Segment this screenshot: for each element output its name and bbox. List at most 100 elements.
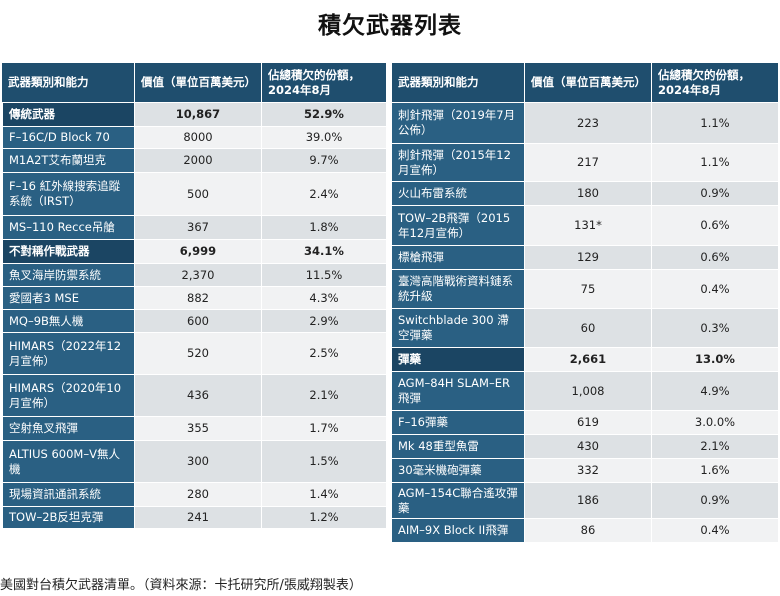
value-cell: 75 — [525, 269, 652, 308]
weapon-name-cell: AGM–154C聯合遙攻彈藥 — [392, 482, 525, 518]
backlog-table-left: 武器類別和能力 價值（單位百萬美元） 佔總積欠的份額，2024年8月 傳統武器 1… — [2, 63, 386, 528]
weapon-name-cell: TOW–2B飛彈（2015年12月宣佈） — [392, 205, 525, 245]
share-cell: 0.4% — [652, 269, 778, 308]
share-cell: 34.1% — [262, 239, 386, 263]
share-cell: 4.3% — [262, 286, 386, 309]
header-value: 價值（單位百萬美元） — [135, 63, 262, 102]
value-cell: 6,999 — [135, 239, 262, 263]
share-cell: 1.2% — [262, 506, 386, 528]
share-cell: 1.5% — [262, 440, 386, 482]
value-cell: 10,867 — [135, 102, 262, 126]
share-cell: 1.8% — [262, 215, 386, 239]
share-cell: 3.0.0% — [652, 410, 778, 434]
weapon-name-cell: M1A2T艾布蘭坦克 — [2, 148, 135, 172]
share-cell: 0.9% — [652, 482, 778, 518]
weapon-name-cell: AIM–9X Block II飛彈 — [392, 518, 525, 542]
table-row: HIMARS（2022年12月宣佈） 520 2.5% — [2, 332, 386, 374]
table-row: MQ–9B無人機 600 2.9% — [2, 309, 386, 332]
table-row: 刺針飛彈（2015年12月宣佈） 217 1.1% — [392, 143, 778, 181]
table-row: 火山布雷系統 180 0.9% — [392, 181, 778, 205]
value-cell: 2,370 — [135, 263, 262, 286]
table-row: F–16彈藥 619 3.0.0% — [392, 410, 778, 434]
value-cell: 882 — [135, 286, 262, 309]
weapon-name-cell: 火山布雷系統 — [392, 181, 525, 205]
table-row: F–16 紅外線搜索追蹤系統（IRST） 500 2.4% — [2, 172, 386, 215]
header-weapon-category: 武器類別和能力 — [392, 63, 525, 102]
table-body-right: 刺針飛彈（2019年7月公佈） 223 1.1% 刺針飛彈（2015年12月宣佈） 21… — [392, 102, 778, 542]
value-cell: 500 — [135, 172, 262, 215]
table-row: 愛國者3 MSE 882 4.3% — [2, 286, 386, 309]
table-row: 現場資訊通訊系統 280 1.4% — [2, 482, 386, 506]
weapon-name-cell: HIMARS（2020年10月宣佈） — [2, 374, 135, 416]
value-cell: 8000 — [135, 126, 262, 148]
table-row: TOW–2B飛彈（2015年12月宣佈） 131* 0.6% — [392, 205, 778, 245]
weapon-name-cell: 彈藥 — [392, 347, 525, 371]
weapon-name-cell: 不對稱作戰武器 — [2, 239, 135, 263]
value-cell: 332 — [525, 458, 652, 482]
table-row: 刺針飛彈（2019年7月公佈） 223 1.1% — [392, 102, 778, 143]
value-cell: 355 — [135, 416, 262, 440]
value-cell: 86 — [525, 518, 652, 542]
table-row: 臺灣高階戰術資料鏈系統升級 75 0.4% — [392, 269, 778, 308]
category-row: 傳統武器 10,867 52.9% — [2, 102, 386, 126]
table-row: Mk 48重型魚雷 430 2.1% — [392, 434, 778, 458]
table-row: TOW–2B反坦克彈 241 1.2% — [2, 506, 386, 528]
table-row: AGM–84H SLAM–ER飛彈 1,008 4.9% — [392, 371, 778, 410]
header-share: 佔總積欠的份額，2024年8月 — [652, 63, 778, 102]
weapon-name-cell: F–16 紅外線搜索追蹤系統（IRST） — [2, 172, 135, 215]
table-row: 空射魚叉飛彈 355 1.7% — [2, 416, 386, 440]
weapon-name-cell: 魚叉海岸防禦系統 — [2, 263, 135, 286]
value-cell: 520 — [135, 332, 262, 374]
header-weapon-category: 武器類別和能力 — [2, 63, 135, 102]
value-cell: 131* — [525, 205, 652, 245]
value-cell: 2,661 — [525, 347, 652, 371]
share-cell: 2.9% — [262, 309, 386, 332]
value-cell: 180 — [525, 181, 652, 205]
weapon-name-cell: 臺灣高階戰術資料鏈系統升級 — [392, 269, 525, 308]
value-cell: 430 — [525, 434, 652, 458]
backlog-table-right: 武器類別和能力 價值（單位百萬美元） 佔總積欠的份額，2024年8月 刺針飛彈（… — [392, 63, 778, 542]
share-cell: 52.9% — [262, 102, 386, 126]
share-cell: 0.6% — [652, 205, 778, 245]
table-body-left: 傳統武器 10,867 52.9% F–16C/D Block 70 8000 39.0%… — [2, 102, 386, 528]
share-cell: 2.5% — [262, 332, 386, 374]
weapon-name-cell: 愛國者3 MSE — [2, 286, 135, 309]
share-cell: 39.0% — [262, 126, 386, 148]
table-row: AIM–9X Block II飛彈 86 0.4% — [392, 518, 778, 542]
weapon-name-cell: 30毫米機砲彈藥 — [392, 458, 525, 482]
value-cell: 600 — [135, 309, 262, 332]
value-cell: 129 — [525, 245, 652, 269]
share-cell: 1.1% — [652, 143, 778, 181]
weapon-name-cell: 刺針飛彈（2015年12月宣佈） — [392, 143, 525, 181]
weapon-name-cell: HIMARS（2022年12月宣佈） — [2, 332, 135, 374]
weapon-name-cell: MQ–9B無人機 — [2, 309, 135, 332]
value-cell: 217 — [525, 143, 652, 181]
share-cell: 1.6% — [652, 458, 778, 482]
table-row: 30毫米機砲彈藥 332 1.6% — [392, 458, 778, 482]
category-row: 不對稱作戰武器 6,999 34.1% — [2, 239, 386, 263]
page-title: 積欠武器列表 — [318, 13, 462, 38]
weapon-name-cell: 空射魚叉飛彈 — [2, 416, 135, 440]
share-cell: 13.0% — [652, 347, 778, 371]
value-cell: 619 — [525, 410, 652, 434]
value-cell: 186 — [525, 482, 652, 518]
value-cell: 300 — [135, 440, 262, 482]
category-row: 彈藥 2,661 13.0% — [392, 347, 778, 371]
value-cell: 367 — [135, 215, 262, 239]
weapon-name-cell: AGM–84H SLAM–ER飛彈 — [392, 371, 525, 410]
value-cell: 2000 — [135, 148, 262, 172]
value-cell: 60 — [525, 308, 652, 347]
table-row: 魚叉海岸防禦系統 2,370 11.5% — [2, 263, 386, 286]
table-header-row: 武器類別和能力 價值（單位百萬美元） 佔總積欠的份額，2024年8月 — [392, 63, 778, 102]
header-value: 價值（單位百萬美元） — [525, 63, 652, 102]
table-row: Switchblade 300 滯空彈藥 60 0.3% — [392, 308, 778, 347]
share-cell: 1.7% — [262, 416, 386, 440]
share-cell: 0.4% — [652, 518, 778, 542]
share-cell: 11.5% — [262, 263, 386, 286]
share-cell: 0.3% — [652, 308, 778, 347]
share-cell: 1.4% — [262, 482, 386, 506]
table-row: MS–110 Recce吊艙 367 1.8% — [2, 215, 386, 239]
weapon-name-cell: 現場資訊通訊系統 — [2, 482, 135, 506]
value-cell: 1,008 — [525, 371, 652, 410]
figure-caption: 美國對台積欠武器清單。（資料來源：卡托研究所/張威翔製表） — [0, 578, 362, 593]
